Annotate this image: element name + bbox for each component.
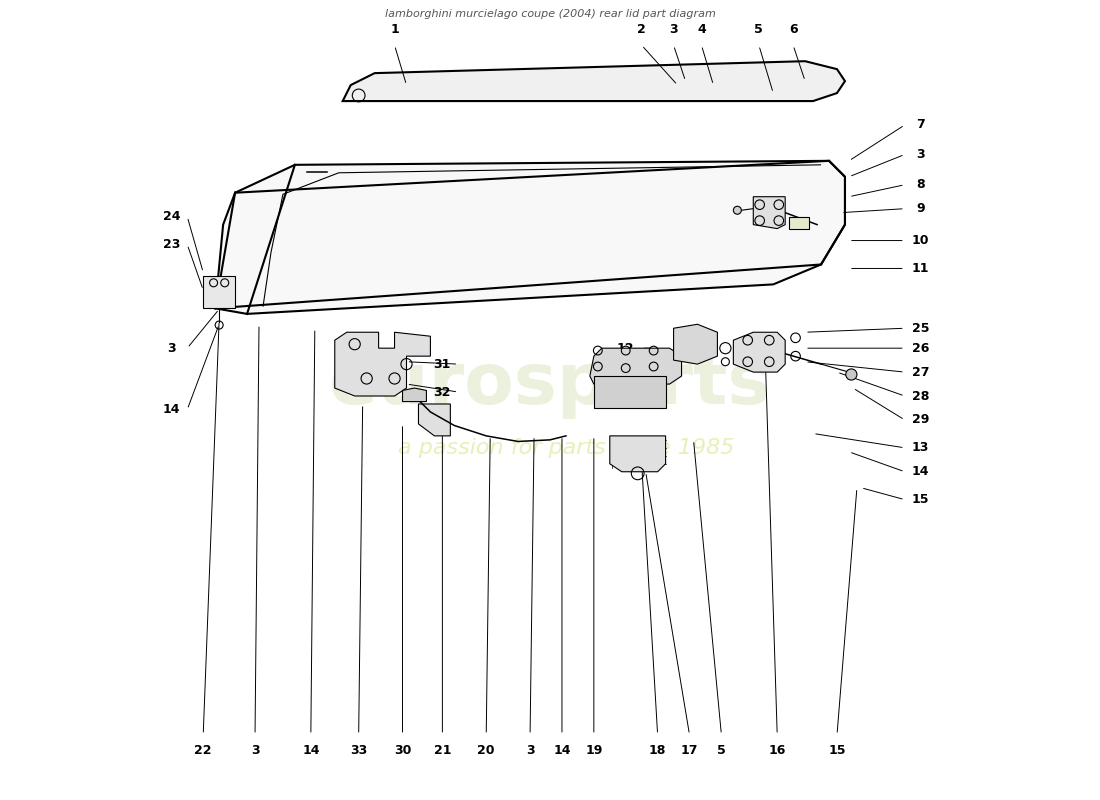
Text: 12: 12 [617,342,635,354]
Text: 26: 26 [912,342,930,354]
Text: 15: 15 [912,493,930,506]
Text: 20: 20 [477,744,495,758]
Text: 16: 16 [769,744,785,758]
Text: 17: 17 [681,744,698,758]
Text: 14: 14 [553,744,571,758]
Text: 14: 14 [302,744,320,758]
Text: 11: 11 [912,262,930,275]
Text: 2: 2 [637,22,646,36]
Text: 18: 18 [649,744,667,758]
Text: 5: 5 [717,744,726,758]
Text: 22: 22 [195,744,212,758]
Text: a passion for parts since 1985: a passion for parts since 1985 [398,438,734,458]
Text: 6: 6 [789,22,797,36]
Polygon shape [754,197,785,229]
Text: 10: 10 [912,234,930,247]
Circle shape [846,369,857,380]
Text: 8: 8 [916,178,925,191]
Polygon shape [204,277,235,308]
Polygon shape [590,348,682,384]
Polygon shape [418,404,450,436]
Text: 3: 3 [251,744,260,758]
Polygon shape [216,161,845,314]
Text: 21: 21 [433,744,451,758]
Text: 31: 31 [433,358,451,370]
Text: 24: 24 [163,210,180,223]
Text: 28: 28 [912,390,930,402]
Text: 29: 29 [912,414,930,426]
Text: 23: 23 [163,238,180,251]
Text: 14: 14 [912,466,930,478]
Text: 9: 9 [916,202,925,215]
Text: 3: 3 [526,744,535,758]
Text: 3: 3 [916,148,925,161]
Text: lamborghini murcielago coupe (2004) rear lid part diagram: lamborghini murcielago coupe (2004) rear… [385,10,715,19]
Polygon shape [403,388,427,402]
Text: 3: 3 [669,22,678,36]
Polygon shape [334,332,430,396]
Text: 1: 1 [390,22,399,36]
Text: 30: 30 [394,744,411,758]
Text: 7: 7 [916,118,925,131]
FancyBboxPatch shape [594,376,666,408]
Text: 19: 19 [585,744,603,758]
Text: 13: 13 [912,442,930,454]
Circle shape [734,206,741,214]
Text: 5: 5 [755,22,763,36]
Polygon shape [343,61,845,101]
Text: 27: 27 [912,366,930,378]
Text: 33: 33 [350,744,367,758]
Polygon shape [673,324,717,364]
Polygon shape [609,436,666,472]
Text: 32: 32 [433,386,451,398]
Polygon shape [734,332,785,372]
Text: 4: 4 [697,22,706,36]
Text: 25: 25 [912,322,930,334]
FancyBboxPatch shape [789,218,810,229]
Text: 3: 3 [167,342,176,354]
Text: 15: 15 [828,744,846,758]
Text: 14: 14 [163,403,180,416]
Text: eurosparts: eurosparts [329,350,771,418]
